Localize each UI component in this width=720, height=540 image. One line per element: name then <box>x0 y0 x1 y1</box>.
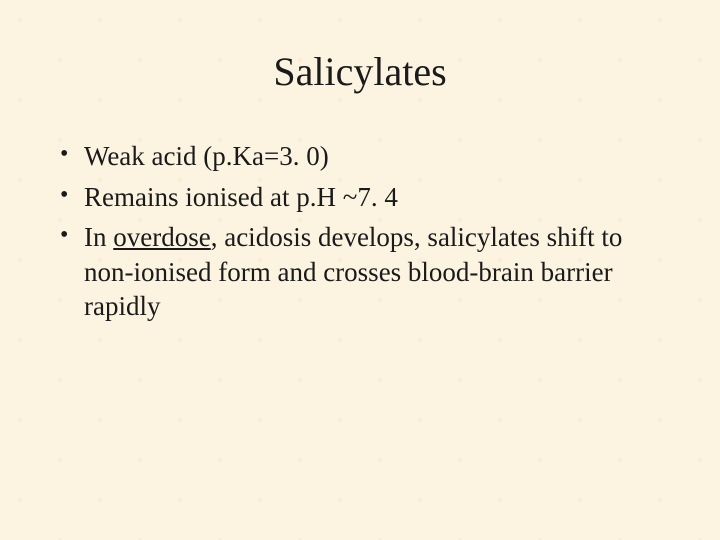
bullet-text: Weak acid (p.Ka=3. 0) <box>84 141 329 171</box>
bullet-item: Remains ionised at p.H ~7. 4 <box>56 180 672 215</box>
slide-container: Salicylates Weak acid (p.Ka=3. 0) Remain… <box>0 0 720 540</box>
bullet-item: Weak acid (p.Ka=3. 0) <box>56 139 672 174</box>
slide-title: Salicylates <box>48 48 672 95</box>
bullet-text-prefix: In <box>84 222 113 252</box>
bullet-text: Remains ionised at p.H ~7. 4 <box>84 182 398 212</box>
bullet-item: In overdose, acidosis develops, salicyla… <box>56 220 672 324</box>
bullet-list: Weak acid (p.Ka=3. 0) Remains ionised at… <box>48 139 672 324</box>
bullet-text-underlined: overdose <box>113 222 210 252</box>
